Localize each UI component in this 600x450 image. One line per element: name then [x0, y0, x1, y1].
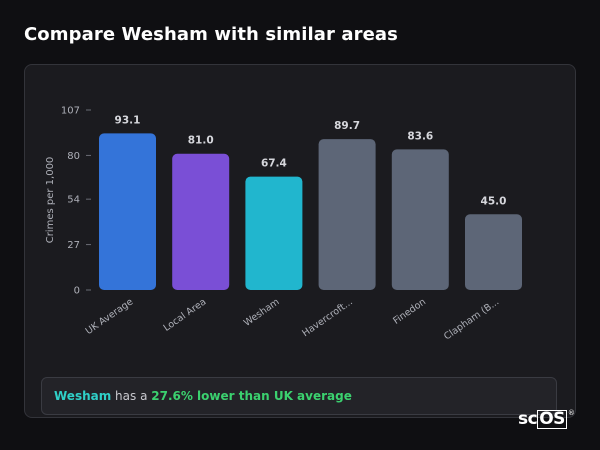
x-axis: UK Average Local Area Wesham Havercroft... F…	[84, 296, 502, 342]
y-tick-label: 0	[74, 286, 80, 297]
bar[interactable]	[245, 176, 303, 290]
bar[interactable]	[172, 153, 230, 290]
summary-highlight: 27.6% lower than UK average	[151, 389, 352, 403]
x-tick-label: Local Area	[162, 296, 209, 333]
x-tick-label: Finedon	[391, 296, 428, 326]
summary-text: has a	[111, 389, 152, 403]
y-tick-label: 80	[67, 151, 80, 162]
bar-value-label: 83.6	[407, 130, 433, 142]
bar[interactable]	[391, 149, 449, 290]
page-title: Compare Wesham with similar areas	[24, 24, 398, 45]
bar[interactable]	[465, 214, 522, 290]
x-tick-label: Wesham	[242, 296, 282, 328]
y-tick-label: 107	[61, 106, 80, 117]
bar-value-label: 93.1	[115, 114, 141, 126]
bar[interactable]	[318, 139, 376, 290]
bar-value-label: 67.4	[261, 158, 287, 170]
x-tick-label: Havercroft...	[300, 296, 354, 339]
bar-value-label: 81.0	[188, 135, 214, 147]
y-axis: 0 27 54 80 107	[61, 106, 91, 297]
bar-value-label: 89.7	[334, 120, 360, 132]
value-labels: 93.1 81.0 67.4 89.7 83.6 45.0	[115, 114, 507, 207]
bar-value-label: 45.0	[481, 195, 507, 207]
bars	[99, 133, 522, 290]
summary-location: Wesham	[54, 389, 112, 403]
x-tick-label: Clapham (B...	[442, 296, 501, 342]
bar-chart: 0 27 54 80 107 Crimes per 1,000 93.1 81.0 67.4…	[45, 106, 522, 342]
brand-logo: sc OS ®	[518, 409, 575, 429]
y-tick-label: 54	[67, 195, 80, 206]
bar[interactable]	[99, 133, 156, 290]
summary-banner: Wesham has a 27.6% lower than UK average	[41, 377, 557, 415]
x-tick-label: UK Average	[84, 296, 136, 337]
y-tick-label: 27	[67, 240, 80, 251]
y-axis-label: Crimes per 1,000	[45, 157, 56, 244]
